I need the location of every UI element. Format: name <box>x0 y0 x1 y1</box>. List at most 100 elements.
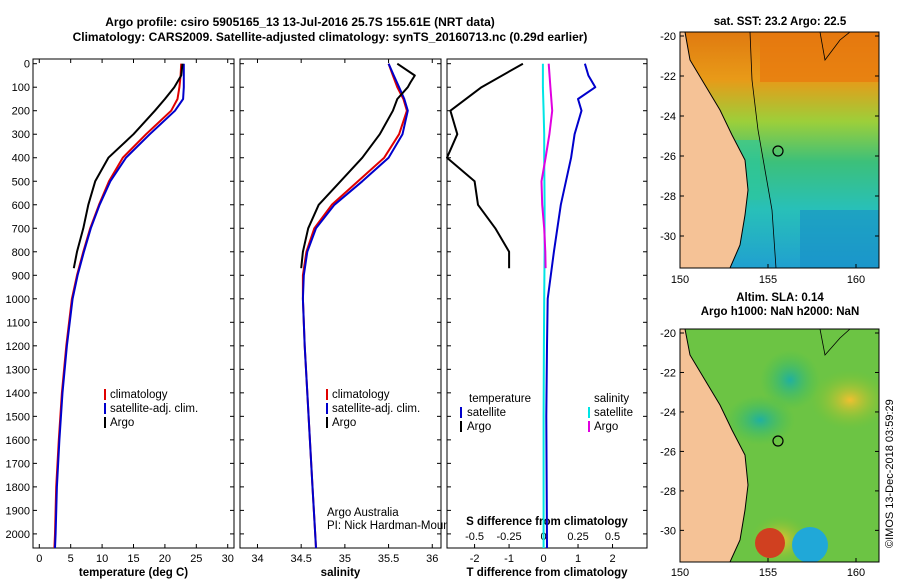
imos-timestamp: ©IMOS 13-Dec-2018 03:59:29 <box>884 399 896 548</box>
x-tick-label: 20 <box>159 553 171 565</box>
lon-tick-label: 150 <box>671 274 689 286</box>
legend-label: Argo <box>332 417 356 429</box>
salinity-panel: 34 34.5 35 35.5 36 salinity climatology satelli… <box>239 58 473 579</box>
lat-tick-label: -26 <box>660 446 676 458</box>
lat-tick-label: -20 <box>660 31 676 43</box>
sla-land <box>680 329 749 562</box>
x-tick-label: 10 <box>96 553 108 565</box>
s-diff-tick-label: 0.5 <box>605 531 620 543</box>
s-diff-tick-label: -0.5 <box>465 531 484 543</box>
s-diff-tick-label: -0.25 <box>497 531 522 543</box>
series-line-argo <box>72 63 184 269</box>
t-diff-tick-label: 0 <box>540 553 546 565</box>
lat-tick-label: -22 <box>660 71 676 83</box>
depth-tick-label: 400 <box>12 153 30 165</box>
t-diff-tick-label: -2 <box>470 553 480 565</box>
depth-tick-label: 1800 <box>6 482 30 494</box>
depth-tick-label: 200 <box>12 106 30 118</box>
depth-tick-label: 800 <box>12 247 30 259</box>
depth-tick-label: 1500 <box>6 411 30 423</box>
sla-map-title-2: Argo h1000: NaN h2000: NaN <box>701 306 860 318</box>
depth-tick-label: 1200 <box>6 341 30 353</box>
sla-map: Altim. SLA: 0.14 Argo h1000: NaN h2000: … <box>660 292 880 579</box>
plot-frame <box>32 58 235 549</box>
x-axis-label: salinity <box>321 567 361 579</box>
depth-tick-label: 1300 <box>6 364 30 376</box>
legend-label: Argo <box>594 421 618 433</box>
depth-tick-label: 2000 <box>6 529 30 541</box>
sst-map-title: sat. SST: 23.2 Argo: 22.5 <box>714 16 847 28</box>
plot-frame <box>239 58 442 549</box>
depth-tick-label: 600 <box>12 200 30 212</box>
x-tick-label: 5 <box>68 553 74 565</box>
series-line-temperature-argo <box>446 62 524 269</box>
x-axis-label: T difference from climatology <box>466 567 628 579</box>
depth-tick-label: 100 <box>12 82 30 94</box>
title-line-1: Argo profile: csiro 5905165_13 13-Jul-20… <box>105 15 495 29</box>
lat-tick-label: -28 <box>660 191 676 203</box>
legend-label: satellite <box>594 407 633 419</box>
depth-tick-label: 700 <box>12 223 30 235</box>
x-tick-label: 0 <box>36 553 42 565</box>
x-tick-label: 34.5 <box>290 553 311 565</box>
depth-tick-label: 1400 <box>6 388 30 400</box>
lat-tick-label: -22 <box>660 367 676 379</box>
depth-tick-label: 0 <box>24 59 30 71</box>
depth-tick-label: 300 <box>12 129 30 141</box>
lat-tick-label: -24 <box>660 111 676 123</box>
lat-tick-label: -20 <box>660 328 676 340</box>
lat-tick-label: -26 <box>660 151 676 163</box>
depth-tick-label: 1100 <box>6 317 30 329</box>
x-tick-label: 35.5 <box>378 553 399 565</box>
series-line-salinity-argo <box>540 63 554 269</box>
x-tick-label: 25 <box>190 553 202 565</box>
depth-tick-label: 900 <box>12 270 30 282</box>
depth-tick-label: 1600 <box>6 435 30 447</box>
lat-tick-label: -30 <box>660 231 676 243</box>
sst-map: sat. SST: 23.2 Argo: 22.5 -20 -22 -24 -26 -2… <box>660 16 880 286</box>
legend-label: satellite <box>467 407 506 419</box>
legend-title-temperature: temperature <box>469 393 531 405</box>
x-tick-label: 34 <box>251 553 263 565</box>
sst-land <box>680 32 749 268</box>
legend-label: satellite-adj. clim. <box>332 403 420 415</box>
x-tick-label: 30 <box>222 553 234 565</box>
s-diff-tick-label: 0.25 <box>567 531 588 543</box>
series-line-temperature-satellite <box>545 63 597 549</box>
lat-tick-label: -28 <box>660 486 676 498</box>
legend-label: climatology <box>332 389 390 401</box>
t-diff-tick-label: 1 <box>575 553 581 565</box>
legend-title-salinity: salinity <box>594 393 629 405</box>
depth-tick-label: 1000 <box>6 294 30 306</box>
legend-label: climatology <box>110 389 168 401</box>
lon-tick-label: 155 <box>759 567 777 579</box>
title-line-2: Climatology: CARS2009. Satellite-adjuste… <box>73 30 588 44</box>
sla-argo-location <box>772 435 784 447</box>
lon-tick-label: 160 <box>847 567 865 579</box>
lon-tick-label: 155 <box>759 274 777 286</box>
lon-tick-label: 160 <box>847 274 865 286</box>
lon-tick-label: 150 <box>671 567 689 579</box>
sst-argo-location <box>772 145 784 157</box>
depth-tick-label: 1700 <box>6 458 30 470</box>
legend-label: Argo <box>467 421 491 433</box>
temperature-panel: 0100200300400500600700800900100011001200… <box>6 58 235 579</box>
legend-label: satellite-adj. clim. <box>110 403 198 415</box>
x-axis-label: temperature (deg C) <box>79 567 188 579</box>
difference-panel: -2 -1 0 1 2-0.5 -0.25 0 0.25 0.5S difference fro… <box>446 58 648 579</box>
series-line-argo <box>300 62 416 269</box>
series-line-salinity-satellite <box>541 63 546 548</box>
t-diff-tick-label: -1 <box>504 553 514 565</box>
x-tick-label: 36 <box>426 553 438 565</box>
x-tick-label: 35 <box>339 553 351 565</box>
credit-annotation: Argo Australia <box>327 507 399 519</box>
series-line-satellite-adj-clim- <box>301 63 409 549</box>
lat-tick-label: -24 <box>660 407 676 419</box>
legend-label: Argo <box>110 417 134 429</box>
series-line-satellite-adj-clim- <box>54 63 185 549</box>
depth-tick-label: 500 <box>12 176 30 188</box>
x-tick-label: 15 <box>127 553 139 565</box>
sla-map-title-1: Altim. SLA: 0.14 <box>736 292 824 304</box>
